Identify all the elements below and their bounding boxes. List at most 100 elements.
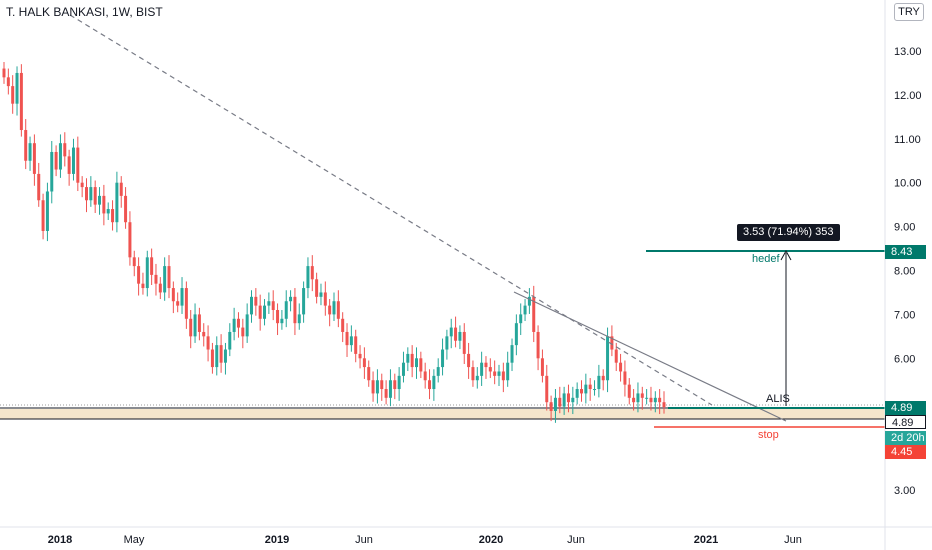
target-price-badge: 8.43 xyxy=(885,245,926,259)
candle-body xyxy=(532,296,536,332)
candle-body xyxy=(141,283,145,289)
candle-body xyxy=(219,345,223,363)
candle-body xyxy=(111,209,115,223)
candle-body xyxy=(562,393,566,407)
symbol-title[interactable]: T. HALK BANKASI, 1W, BIST xyxy=(6,5,163,19)
price-tick-label: 9.00 xyxy=(894,222,915,234)
candle-body xyxy=(280,318,284,324)
candle-body xyxy=(315,279,319,297)
candle-body xyxy=(276,310,280,324)
short-trendline xyxy=(513,291,787,422)
candle-body xyxy=(397,375,401,390)
candle-body xyxy=(588,384,592,390)
candle-body xyxy=(401,362,405,376)
candle-body xyxy=(119,182,123,196)
candle-body xyxy=(553,397,557,411)
candle-body xyxy=(640,393,644,398)
candle-body xyxy=(158,283,162,293)
candle-body xyxy=(371,380,375,394)
candle-body xyxy=(545,375,549,403)
candle-body xyxy=(484,362,488,368)
candle-body xyxy=(254,296,258,306)
candle-body xyxy=(145,257,149,289)
stop-label: stop xyxy=(758,429,779,441)
candle-body xyxy=(362,358,366,368)
price-tick-label: 7.00 xyxy=(894,309,915,321)
candle-body xyxy=(58,143,62,170)
price-tick-label: 11.00 xyxy=(894,134,921,146)
candle-body xyxy=(454,327,458,341)
candle-body xyxy=(323,292,327,306)
candle-body xyxy=(514,323,518,346)
candle-body xyxy=(367,367,371,381)
candle-body xyxy=(527,296,531,306)
candle-body xyxy=(549,402,553,411)
candles xyxy=(2,61,666,423)
candle-body xyxy=(649,397,653,403)
candle-body xyxy=(349,336,353,346)
candle-body xyxy=(215,345,219,368)
candle-body xyxy=(11,86,15,104)
candle-body xyxy=(71,147,75,174)
candle-body xyxy=(306,266,310,289)
candle-body xyxy=(124,195,128,223)
candle-body xyxy=(45,191,49,231)
candle-body xyxy=(232,318,236,332)
candle-body xyxy=(80,182,84,188)
candle-body xyxy=(310,266,314,280)
candle-body xyxy=(210,349,214,368)
candle-body xyxy=(636,393,640,403)
candle-body xyxy=(571,397,575,403)
candle-body xyxy=(245,314,249,337)
candle-body xyxy=(32,143,36,174)
candle-body xyxy=(380,380,384,390)
candle-body xyxy=(645,397,649,399)
candle-body xyxy=(619,362,623,372)
candle-body xyxy=(132,257,136,267)
currency-button[interactable]: TRY xyxy=(894,3,924,21)
candle-body xyxy=(610,336,614,350)
long-trendline xyxy=(69,14,713,406)
candle-body xyxy=(623,371,627,385)
candle-body xyxy=(436,367,440,376)
candle-body xyxy=(601,375,605,381)
candle-body xyxy=(293,296,297,324)
candle-body xyxy=(449,327,453,337)
candle-body xyxy=(241,327,245,337)
stop-price-badge: 4.45 xyxy=(885,445,926,459)
drawing-layer-over xyxy=(69,14,885,428)
candle-body xyxy=(580,389,583,394)
candle-body xyxy=(632,397,636,403)
candle-body xyxy=(354,336,358,354)
candle-body xyxy=(319,292,323,297)
time-tick-label: 2021 xyxy=(694,534,718,546)
price-tick-label: 12.00 xyxy=(894,90,922,102)
candle-body xyxy=(202,331,206,337)
candle-body xyxy=(228,331,232,350)
price-tick-label: 8.00 xyxy=(894,266,915,278)
candle-body xyxy=(384,389,388,398)
candle-body xyxy=(6,77,10,87)
candle-body xyxy=(332,301,336,315)
candle-body xyxy=(506,362,510,381)
candle-body xyxy=(250,296,253,315)
candle-body xyxy=(493,371,497,376)
candle-body xyxy=(180,288,184,306)
candle-body xyxy=(497,371,501,376)
candle-body xyxy=(189,318,193,337)
candle-body xyxy=(558,397,562,407)
candle-body xyxy=(566,393,570,403)
candle-body xyxy=(445,336,449,350)
candle-body xyxy=(540,358,544,376)
candle-body xyxy=(19,72,23,131)
candle-body xyxy=(102,195,106,214)
candle-body xyxy=(658,397,662,403)
candle-body xyxy=(606,336,610,381)
candle-body xyxy=(406,353,410,363)
candle-body xyxy=(271,301,275,311)
candle-body xyxy=(475,375,479,381)
candle-body xyxy=(341,318,345,332)
candle-body xyxy=(54,151,58,170)
candle-body xyxy=(388,380,392,398)
